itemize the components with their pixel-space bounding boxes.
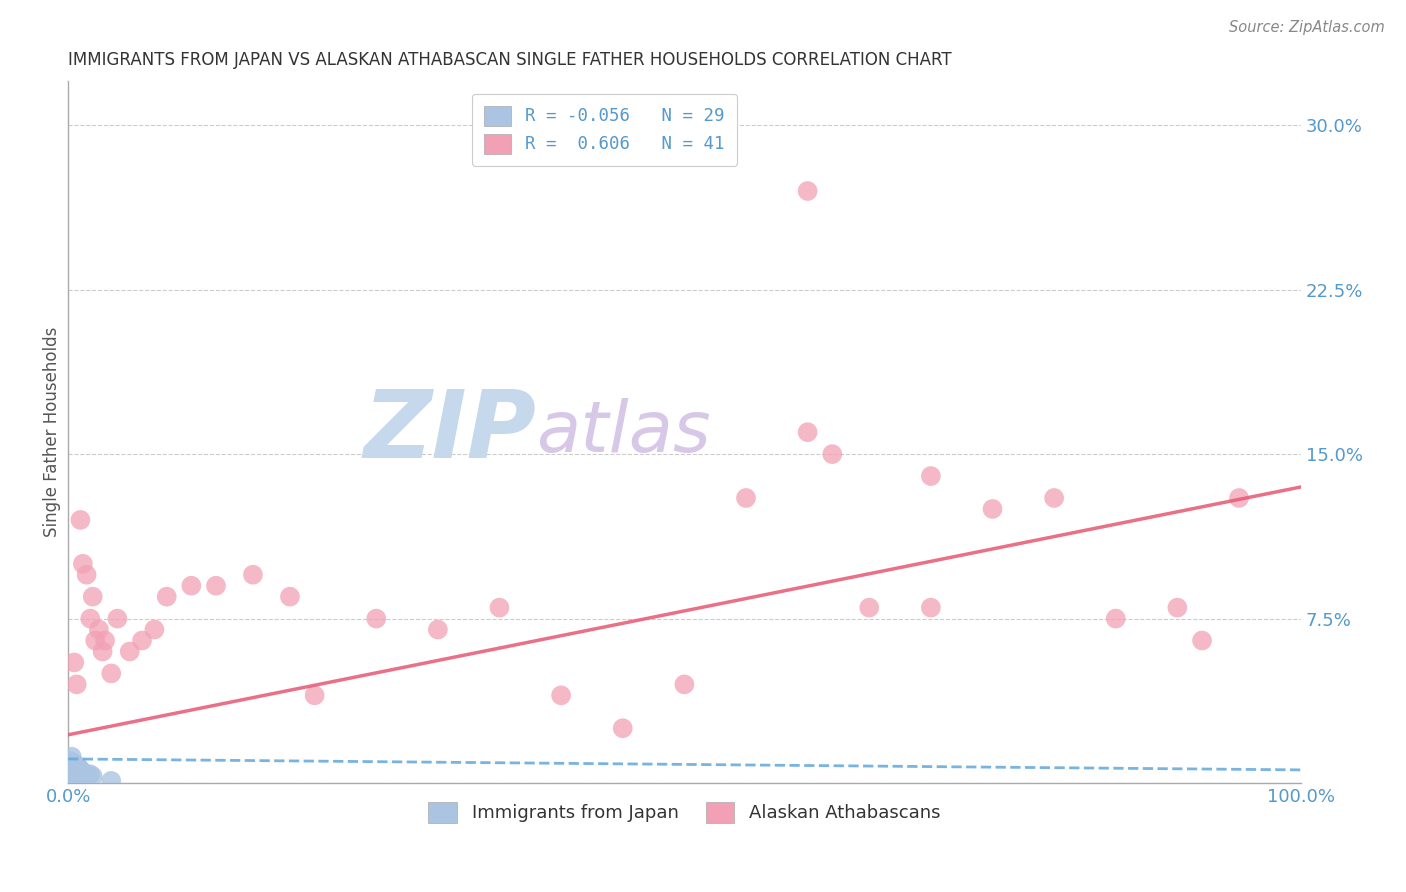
Point xyxy=(62,767,84,781)
Point xyxy=(366,611,388,625)
Point xyxy=(1105,611,1128,625)
Text: Source: ZipAtlas.com: Source: ZipAtlas.com xyxy=(1229,20,1385,35)
Point xyxy=(143,623,166,637)
Point xyxy=(66,763,89,777)
Point xyxy=(100,666,122,681)
Point xyxy=(1166,600,1188,615)
Point xyxy=(69,769,91,783)
Point xyxy=(58,765,80,780)
Point xyxy=(304,689,326,703)
Point xyxy=(205,579,228,593)
Point xyxy=(63,763,86,777)
Point xyxy=(796,425,818,440)
Point xyxy=(156,590,179,604)
Point xyxy=(105,611,128,625)
Point xyxy=(1191,633,1213,648)
Point xyxy=(1227,491,1250,505)
Point xyxy=(118,644,141,658)
Point xyxy=(76,769,98,783)
Point xyxy=(62,761,84,775)
Point xyxy=(735,491,758,505)
Point xyxy=(858,600,880,615)
Point xyxy=(242,567,264,582)
Point xyxy=(612,721,634,735)
Point xyxy=(63,756,86,771)
Legend: Immigrants from Japan, Alaskan Athabascans: Immigrants from Japan, Alaskan Athabasca… xyxy=(418,791,952,834)
Point xyxy=(66,677,89,691)
Point xyxy=(79,611,101,625)
Point xyxy=(84,633,107,648)
Text: ZIP: ZIP xyxy=(364,386,537,478)
Point xyxy=(1043,491,1066,505)
Point xyxy=(76,567,98,582)
Point xyxy=(100,773,122,788)
Point xyxy=(426,623,449,637)
Point xyxy=(796,184,818,198)
Point xyxy=(66,769,89,783)
Point xyxy=(66,758,89,772)
Point xyxy=(69,763,91,777)
Point xyxy=(82,769,104,783)
Point xyxy=(76,767,98,781)
Text: atlas: atlas xyxy=(537,398,711,467)
Point xyxy=(920,600,942,615)
Point xyxy=(73,769,96,783)
Point xyxy=(59,754,82,768)
Point xyxy=(94,633,117,648)
Point xyxy=(69,513,91,527)
Point xyxy=(63,656,86,670)
Point xyxy=(60,749,83,764)
Point xyxy=(488,600,510,615)
Point xyxy=(59,758,82,772)
Point xyxy=(70,767,93,781)
Point xyxy=(131,633,153,648)
Point xyxy=(550,689,572,703)
Point xyxy=(180,579,202,593)
Point xyxy=(981,502,1004,516)
Point xyxy=(60,765,83,780)
Point xyxy=(79,767,101,781)
Point xyxy=(91,644,114,658)
Point xyxy=(63,769,86,783)
Text: IMMIGRANTS FROM JAPAN VS ALASKAN ATHABASCAN SINGLE FATHER HOUSEHOLDS CORRELATION: IMMIGRANTS FROM JAPAN VS ALASKAN ATHABAS… xyxy=(67,51,952,69)
Point xyxy=(67,761,90,775)
Point xyxy=(821,447,844,461)
Point xyxy=(66,765,89,780)
Point xyxy=(60,758,83,772)
Point xyxy=(65,767,87,781)
Point xyxy=(65,761,87,775)
Point xyxy=(72,765,94,780)
Point xyxy=(920,469,942,483)
Point xyxy=(72,557,94,571)
Point xyxy=(278,590,301,604)
Point xyxy=(673,677,696,691)
Y-axis label: Single Father Households: Single Father Households xyxy=(44,327,60,537)
Point xyxy=(82,590,104,604)
Point xyxy=(67,767,90,781)
Point xyxy=(87,623,110,637)
